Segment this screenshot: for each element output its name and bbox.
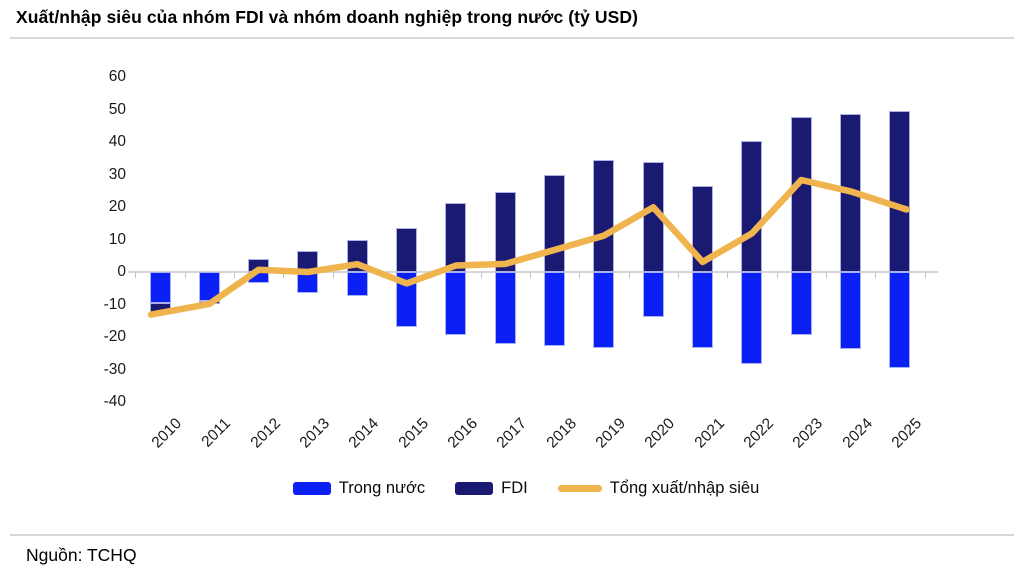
legend-bar-swatch [292, 482, 331, 495]
x-axis-label-2012: 2012 [247, 415, 284, 452]
legend-label: Tổng xuất/nhập siêu [609, 479, 760, 497]
y-axis-tick-label: 30 [108, 165, 126, 183]
x-axis-tickmark [579, 272, 581, 278]
x-axis-tickmark [924, 272, 926, 278]
x-axis-label-2024: 2024 [839, 415, 876, 452]
legend-label: FDI [501, 479, 528, 497]
x-axis-tickmark [480, 272, 482, 278]
bar-domestic-2021 [692, 272, 714, 348]
legend-item-1: Trong nước [292, 479, 426, 498]
bar-fdi-2013 [297, 250, 319, 272]
x-axis-tickmark [529, 272, 531, 278]
x-axis-label-2018: 2018 [543, 415, 580, 452]
bar-fdi-2024 [840, 114, 862, 272]
x-axis-tickmark [727, 272, 729, 278]
x-axis-tickmark [381, 272, 383, 278]
bar-fdi-2015 [396, 228, 418, 272]
chart-legend: Trong nước FDI Tổng xuất/nhập siêu [14, 479, 1024, 498]
legend-label: Trong nước [338, 479, 426, 497]
x-axis-label-2020: 2020 [641, 415, 679, 452]
bar-fdi-2011 [198, 301, 220, 304]
bar-fdi-2022 [741, 141, 763, 272]
chart-title: Xuất/nhập siêu của nhóm FDI và nhóm doan… [16, 7, 639, 27]
y-axis-tick-label: 40 [108, 133, 126, 150]
x-axis-label-2017: 2017 [493, 415, 531, 452]
bar-domestic-2018 [544, 272, 566, 347]
x-axis-tickmark [184, 272, 186, 278]
x-axis-tickmark [875, 272, 877, 278]
y-axis-tick-label: 10 [108, 230, 126, 248]
x-axis-tickmark [677, 272, 679, 278]
x-axis-tickmark [628, 272, 630, 278]
bar-fdi-2014 [346, 240, 368, 272]
x-axis-tickmark [283, 272, 285, 278]
x-axis-tickmark [233, 272, 235, 278]
x-axis-label-2016: 2016 [444, 415, 481, 452]
x-axis-label-2022: 2022 [740, 415, 777, 452]
bar-domestic-2017 [494, 272, 516, 344]
source-note: Nguồn: TCHQ [26, 545, 137, 565]
bottom-divider [10, 534, 1014, 536]
bar-fdi-2010 [149, 303, 171, 313]
y-axis-tick-label: 0 [117, 263, 126, 280]
bar-domestic-2016 [445, 272, 467, 335]
bar-fdi-2025 [889, 111, 911, 272]
bar-fdi-2019 [593, 159, 615, 272]
x-axis-tickmark [776, 272, 778, 278]
y-axis-tick-label: -10 [103, 295, 126, 313]
bar-domestic-2022 [741, 272, 763, 365]
y-axis-tick-label: 50 [108, 100, 126, 118]
y-axis-tick-label: 20 [108, 198, 126, 215]
legend-item-2: FDI [455, 479, 528, 498]
x-axis-tickmark [825, 272, 827, 278]
x-axis-tickmark [431, 272, 433, 278]
y-axis-tick-label: -20 [103, 328, 126, 345]
legend-bar-swatch [455, 482, 494, 495]
bar-domestic-2011 [198, 272, 220, 302]
x-axis-label-2013: 2013 [296, 415, 334, 452]
x-axis-label-2014: 2014 [345, 415, 383, 452]
x-axis-label-2019: 2019 [592, 415, 629, 452]
bar-domestic-2015 [396, 272, 418, 328]
bar-fdi-2017 [494, 192, 516, 272]
bar-fdi-2016 [445, 202, 467, 272]
bar-domestic-2025 [889, 272, 911, 368]
x-axis-tickmark [135, 272, 137, 278]
bar-fdi-2018 [544, 175, 566, 272]
legend-item-3: Tổng xuất/nhập siêu [557, 479, 760, 498]
x-axis-tickmark [332, 272, 334, 278]
bar-domestic-2010 [149, 272, 171, 304]
y-axis-tick-label: -30 [103, 360, 126, 378]
bar-domestic-2019 [593, 272, 615, 348]
x-axis-label-2025: 2025 [888, 415, 925, 452]
x-axis-label-2015: 2015 [395, 415, 432, 452]
y-axis-tick-label: -40 [103, 393, 126, 410]
bar-domestic-2013 [297, 272, 319, 294]
bar-fdi-2012 [248, 258, 270, 272]
legend-line-swatch [557, 485, 602, 492]
x-axis-label-2021: 2021 [691, 415, 728, 452]
top-divider [10, 37, 1014, 39]
bar-domestic-2012 [248, 272, 270, 284]
x-axis-label-2023: 2023 [789, 415, 827, 452]
bar-domestic-2023 [790, 272, 812, 336]
bar-domestic-2020 [642, 272, 664, 318]
bar-domestic-2024 [840, 272, 862, 350]
bar-fdi-2020 [642, 162, 664, 272]
bar-fdi-2023 [790, 116, 812, 272]
bar-fdi-2021 [692, 186, 714, 272]
x-axis-label-2010: 2010 [148, 415, 186, 452]
x-axis-label-2011: 2011 [198, 415, 235, 451]
y-axis-tick-label: 60 [108, 68, 126, 85]
bar-domestic-2014 [346, 272, 368, 297]
